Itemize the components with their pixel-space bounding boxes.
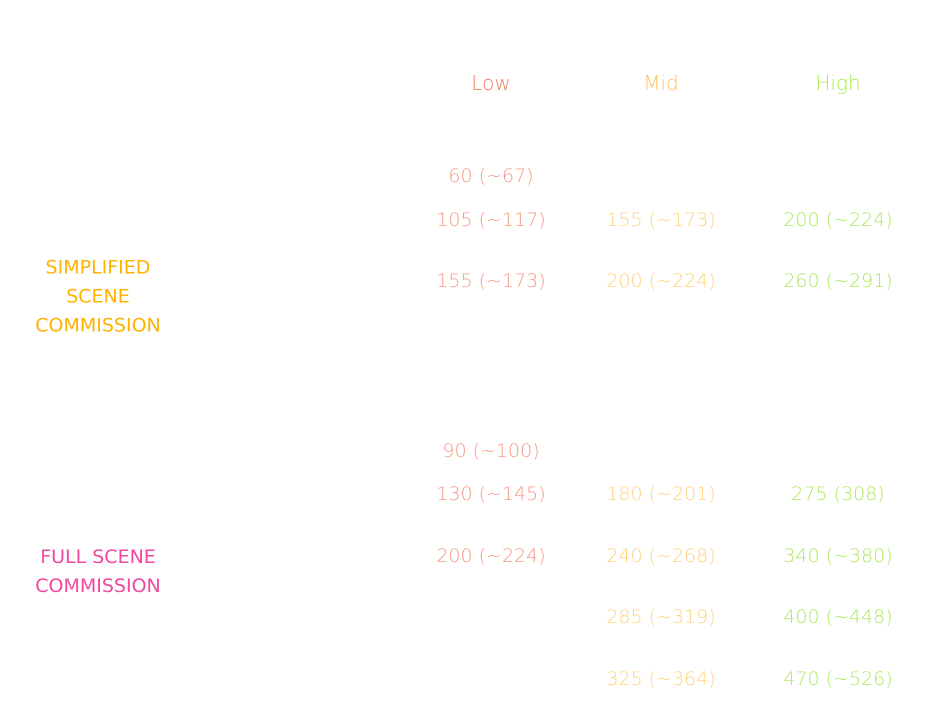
price-cell: 200 (~224): [436, 545, 546, 567]
price-cell: 90 (~100): [442, 440, 540, 462]
price-cell: 470 (~526): [783, 668, 893, 690]
price-cell: 105 (~117): [436, 209, 546, 231]
price-cell: 155 (~173): [436, 270, 546, 292]
price-cell: 285 (~319): [606, 606, 716, 628]
label-line: SIMPLIFIED: [45, 256, 151, 279]
price-cell: 325 (~364): [606, 668, 716, 690]
label-line: COMMISSION: [35, 575, 161, 597]
price-cell: 400 (~448): [783, 606, 893, 628]
label-line: SCENE: [66, 285, 130, 308]
price-cell: 60 (~67): [448, 165, 534, 187]
column-header: Mid: [643, 71, 679, 95]
price-cell: 200 (~224): [606, 270, 716, 292]
price-cell: 200 (~224): [783, 209, 893, 231]
price-cell: 240 (~268): [606, 545, 716, 567]
price-cell: 130 (~145): [436, 483, 546, 505]
section-label: SIMPLIFIED SCENE COMMISSION: [35, 254, 161, 341]
price-cell: 340 (~380): [783, 545, 893, 567]
price-cell: 275 (308): [791, 483, 885, 505]
label-line: COMMISSION: [35, 314, 161, 337]
price-cell: 180 (~201): [606, 483, 716, 505]
column-header: Low: [471, 71, 511, 95]
column-header: High: [815, 71, 861, 95]
label-line: FULL SCENE: [40, 546, 156, 568]
section-label: FULL SCENE COMMISSION: [35, 543, 161, 601]
price-cell: 155 (~173): [606, 209, 716, 231]
price-cell: 260 (~291): [783, 270, 893, 292]
